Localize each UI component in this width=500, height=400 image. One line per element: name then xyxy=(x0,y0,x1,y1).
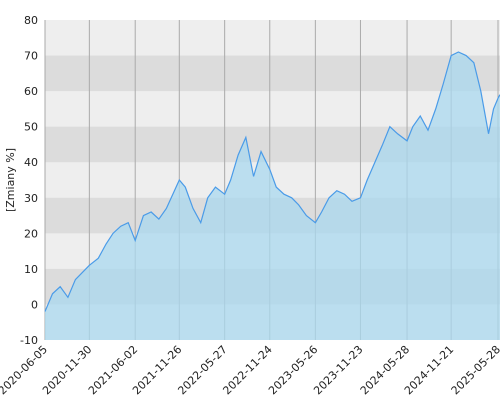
x-tick-label: 2025-05-28 xyxy=(449,343,500,397)
y-tick-label: 60 xyxy=(24,85,38,98)
y-tick-label: 0 xyxy=(31,298,38,311)
y-tick-label: 40 xyxy=(24,156,38,169)
y-tick-label: 10 xyxy=(24,263,38,276)
y-tick-label: 30 xyxy=(24,192,38,205)
y-tick-label: 70 xyxy=(24,50,38,63)
line xyxy=(44,51,500,312)
y-tick-label: -10 xyxy=(20,334,38,347)
y-axis-label: [Zmiany %] xyxy=(4,148,17,212)
grid-band xyxy=(45,55,500,92)
area-fill xyxy=(45,52,500,340)
y-tick-label: 50 xyxy=(24,121,38,134)
y-tick-label: 80 xyxy=(24,14,38,27)
y-tick-label: 20 xyxy=(24,227,38,240)
